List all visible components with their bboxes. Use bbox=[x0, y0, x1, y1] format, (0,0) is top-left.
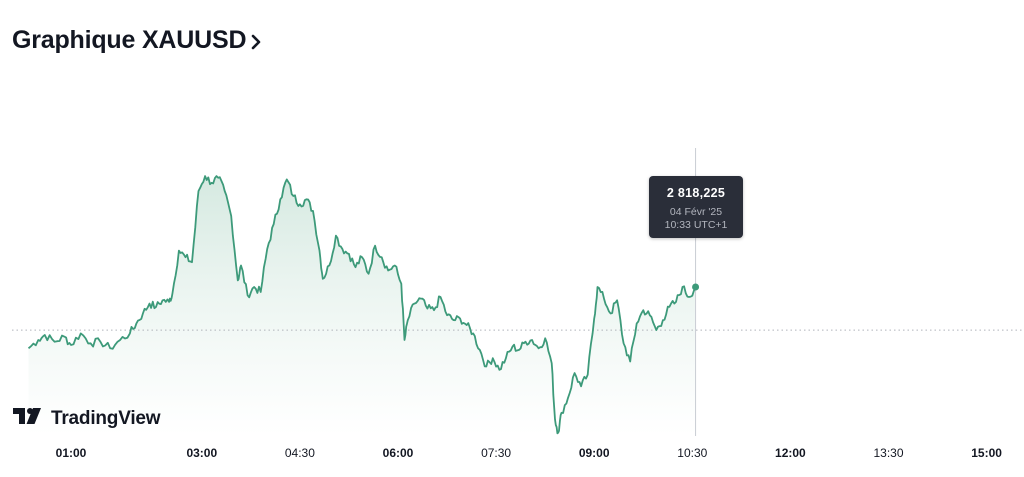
tradingview-brand-name: TradingView bbox=[51, 407, 161, 429]
x-tick-label: 07:30 bbox=[481, 446, 512, 460]
x-tick-label: 06:00 bbox=[382, 446, 414, 460]
x-tick-label: 03:00 bbox=[186, 446, 218, 460]
price-tooltip: 2 818,225 04 Févr '25 10:33 UTC+1 bbox=[649, 176, 743, 238]
chevron-right-icon bbox=[250, 34, 262, 50]
x-tick-label: 04:30 bbox=[284, 446, 315, 460]
x-tick-label: 15:00 bbox=[971, 446, 1002, 460]
price-line bbox=[27, 175, 697, 435]
x-tick-label: 12:00 bbox=[775, 446, 806, 460]
tooltip-time: 10:33 UTC+1 bbox=[664, 219, 728, 231]
tradingview-logo-icon bbox=[13, 406, 43, 431]
tooltip-price: 2 818,225 bbox=[666, 186, 726, 200]
tradingview-logo[interactable]: TradingView bbox=[13, 406, 161, 431]
last-price-point bbox=[692, 283, 700, 291]
x-tick-label: 01:00 bbox=[55, 446, 87, 460]
price-area-fill bbox=[28, 176, 696, 436]
tooltip-date: 04 Févr '25 bbox=[669, 206, 723, 218]
chart-title: Graphique XAUUSD bbox=[12, 26, 247, 54]
x-tick-label: 09:00 bbox=[578, 446, 610, 460]
chart-title-link[interactable]: Graphique XAUUSD bbox=[12, 26, 262, 55]
x-tick-label: 10:30 bbox=[677, 446, 708, 460]
x-axis-labels: 01:00 03:00 04:30 06:00 07:30 09:00 10:30 12:00… bbox=[0, 446, 1024, 462]
x-tick-label: 13:30 bbox=[873, 446, 904, 460]
